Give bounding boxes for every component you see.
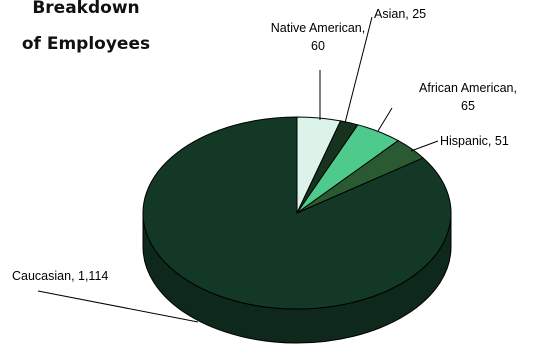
data-label-caucasian: Caucasian, 1,114 (12, 269, 108, 283)
data-label-asian: Asian, 25 (374, 7, 426, 21)
data-label-native-american: Native American, 60 (271, 21, 365, 53)
leader-line-3 (410, 140, 439, 152)
chart-title-line-1: Breakdown (32, 0, 140, 18)
data-label-line: 65 (461, 99, 475, 113)
leader-line-4 (37, 290, 199, 323)
leader-line-1 (344, 16, 373, 124)
chart-title: Breakdown of Employees (6, 0, 166, 62)
label-layer: Native American, 60 Asian, 25 African Ameri… (12, 7, 517, 283)
leader-line-2 (377, 107, 393, 132)
data-label-african-american: African American, 65 (419, 81, 517, 113)
data-label-hispanic: Hispanic, 51 (440, 134, 509, 148)
chart-title-line-2: of Employees (21, 34, 151, 54)
data-label-line: Native American, (271, 21, 365, 35)
label-leader-layer (37, 16, 439, 323)
data-label-line: Caucasian, 1,114 (12, 269, 108, 283)
data-label-line: 60 (311, 39, 325, 53)
data-label-line: African American, (419, 81, 517, 95)
data-label-line: Asian, 25 (374, 7, 426, 21)
pie-top-layer (142, 116, 452, 310)
pie-slice-caucasian (142, 116, 452, 310)
data-label-line: Hispanic, 51 (440, 134, 509, 148)
